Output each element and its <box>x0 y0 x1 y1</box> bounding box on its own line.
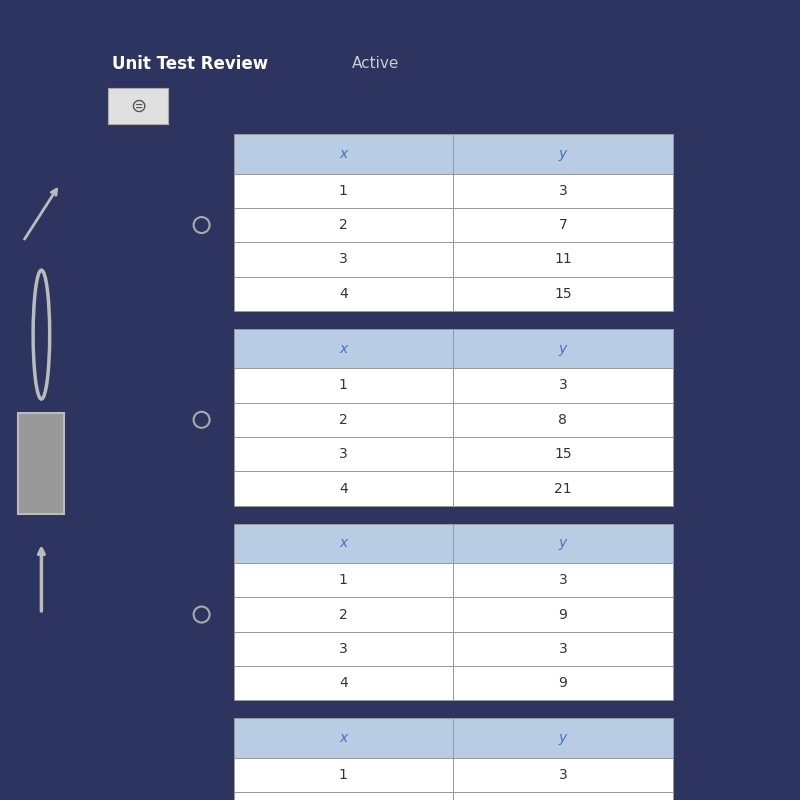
Text: y: y <box>558 731 567 745</box>
FancyBboxPatch shape <box>234 471 453 506</box>
FancyBboxPatch shape <box>234 402 453 437</box>
FancyBboxPatch shape <box>234 242 453 277</box>
Text: 1: 1 <box>339 184 348 198</box>
Text: 4: 4 <box>339 286 348 301</box>
Text: 1: 1 <box>339 378 348 393</box>
FancyBboxPatch shape <box>453 598 673 632</box>
Text: 1: 1 <box>339 573 348 587</box>
Text: y: y <box>558 147 567 161</box>
FancyBboxPatch shape <box>453 563 673 598</box>
Text: 3: 3 <box>558 378 567 393</box>
Text: x: x <box>339 342 347 355</box>
FancyBboxPatch shape <box>453 174 673 208</box>
FancyBboxPatch shape <box>453 437 673 471</box>
FancyBboxPatch shape <box>453 208 673 242</box>
FancyBboxPatch shape <box>234 277 453 311</box>
Text: 3: 3 <box>339 253 348 266</box>
FancyBboxPatch shape <box>453 758 673 792</box>
Text: x: x <box>339 731 347 745</box>
Text: 2: 2 <box>339 413 348 427</box>
Text: 15: 15 <box>554 447 572 461</box>
FancyBboxPatch shape <box>234 718 453 758</box>
Text: 3: 3 <box>339 447 348 461</box>
Text: 3: 3 <box>558 768 567 782</box>
Text: 9: 9 <box>558 607 567 622</box>
Text: 7: 7 <box>558 218 567 232</box>
Text: Unit Test Review: Unit Test Review <box>112 55 268 73</box>
FancyBboxPatch shape <box>453 792 673 800</box>
FancyBboxPatch shape <box>234 208 453 242</box>
Text: 4: 4 <box>339 676 348 690</box>
Text: 21: 21 <box>554 482 572 495</box>
FancyBboxPatch shape <box>234 134 453 174</box>
FancyBboxPatch shape <box>234 666 453 701</box>
Text: 3: 3 <box>558 573 567 587</box>
FancyBboxPatch shape <box>234 368 453 402</box>
Text: 15: 15 <box>554 286 572 301</box>
Text: 3: 3 <box>339 642 348 656</box>
FancyBboxPatch shape <box>453 402 673 437</box>
Text: 1: 1 <box>339 768 348 782</box>
FancyBboxPatch shape <box>234 792 453 800</box>
Text: 4: 4 <box>339 482 348 495</box>
Text: 8: 8 <box>558 413 567 427</box>
FancyBboxPatch shape <box>234 598 453 632</box>
FancyBboxPatch shape <box>453 666 673 701</box>
FancyBboxPatch shape <box>453 471 673 506</box>
Text: 2: 2 <box>339 607 348 622</box>
Text: 9: 9 <box>558 676 567 690</box>
FancyBboxPatch shape <box>234 563 453 598</box>
FancyBboxPatch shape <box>453 368 673 402</box>
Text: ⊜: ⊜ <box>130 97 146 115</box>
FancyBboxPatch shape <box>234 632 453 666</box>
FancyBboxPatch shape <box>234 329 453 368</box>
FancyBboxPatch shape <box>234 524 453 563</box>
FancyBboxPatch shape <box>453 632 673 666</box>
FancyBboxPatch shape <box>453 329 673 368</box>
Text: x: x <box>339 536 347 550</box>
FancyBboxPatch shape <box>234 437 453 471</box>
Text: y: y <box>558 342 567 355</box>
FancyBboxPatch shape <box>453 277 673 311</box>
FancyBboxPatch shape <box>453 718 673 758</box>
Text: 3: 3 <box>558 184 567 198</box>
Text: 2: 2 <box>339 218 348 232</box>
Text: 3: 3 <box>558 642 567 656</box>
FancyBboxPatch shape <box>453 242 673 277</box>
Text: 11: 11 <box>554 253 572 266</box>
Text: x: x <box>339 147 347 161</box>
Bar <box>18 414 64 514</box>
Text: y: y <box>558 536 567 550</box>
Text: Active: Active <box>352 57 399 71</box>
FancyBboxPatch shape <box>453 134 673 174</box>
FancyBboxPatch shape <box>234 758 453 792</box>
FancyBboxPatch shape <box>453 524 673 563</box>
FancyBboxPatch shape <box>234 174 453 208</box>
